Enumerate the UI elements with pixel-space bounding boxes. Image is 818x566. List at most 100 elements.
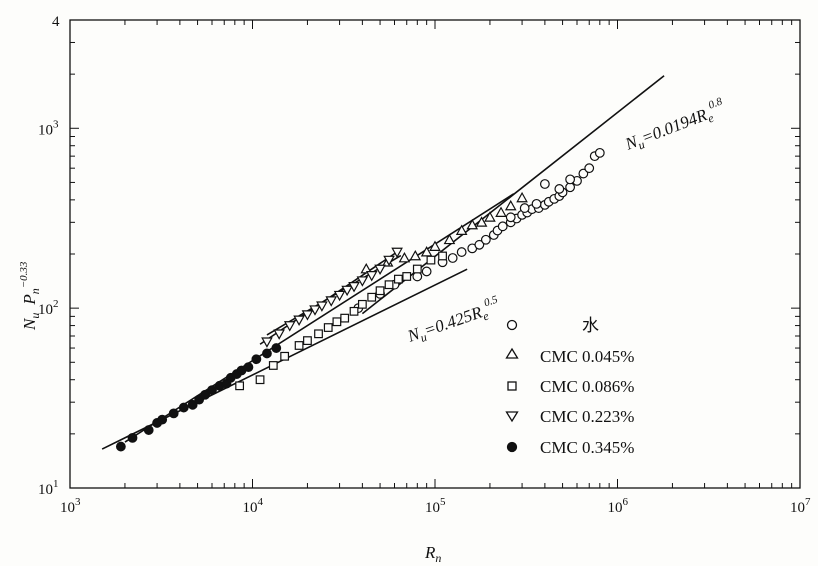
point-series-2 <box>367 292 377 302</box>
point-series-4 <box>157 414 168 425</box>
legend-item-cmc-0345: CMC 0.345% <box>506 438 634 457</box>
point-series-3 <box>273 329 285 340</box>
point-series-3 <box>283 321 296 332</box>
point-series-3 <box>261 337 273 348</box>
x-axis-title: Rn <box>424 543 441 565</box>
legend-item-cmc-0086: CMC 0.086% <box>507 377 634 396</box>
point-series-0 <box>447 253 458 263</box>
point-series-1 <box>495 206 507 217</box>
y-tick-label: 103 <box>38 118 59 138</box>
point-series-3 <box>309 305 321 316</box>
point-series-3 <box>316 301 328 312</box>
point-series-0 <box>554 184 565 194</box>
point-series-2 <box>402 272 412 281</box>
point-series-4 <box>143 425 154 435</box>
legend-marker-circle-open <box>506 319 518 331</box>
point-series-4 <box>115 441 126 452</box>
data-points <box>115 147 605 452</box>
point-series-2 <box>438 251 447 261</box>
x-tick-label: 104 <box>243 496 264 516</box>
point-series-4 <box>251 354 262 365</box>
point-series-1 <box>429 240 441 251</box>
point-series-2 <box>323 323 333 332</box>
point-series-2 <box>314 329 323 339</box>
legend-item-water: 水 <box>506 316 599 335</box>
plot-frame <box>69 19 801 489</box>
x-tick-label: 103 <box>60 496 81 516</box>
point-series-0 <box>519 203 530 213</box>
point-series-2 <box>340 313 350 323</box>
point-series-1 <box>516 191 528 203</box>
legend-label-cmc-0086: CMC 0.086% <box>540 377 634 396</box>
point-series-3 <box>365 271 378 282</box>
point-series-0 <box>531 198 542 209</box>
point-series-4 <box>271 343 282 353</box>
point-series-2 <box>255 375 265 385</box>
annotation-laminar-correlation: Nu=0.425Re0.5 <box>403 293 504 349</box>
point-series-1 <box>443 233 456 245</box>
point-series-4 <box>168 408 179 419</box>
point-series-1 <box>484 211 496 222</box>
point-series-0 <box>578 168 589 179</box>
legend-item-cmc-0223: CMC 0.223% <box>505 407 634 426</box>
legend-label-cmc-0045: CMC 0.045% <box>540 347 634 366</box>
point-series-3 <box>391 247 403 259</box>
y-tick-label: 101 <box>38 478 59 498</box>
point-series-4 <box>187 399 198 410</box>
legend-marker-triangle-down-open <box>505 411 519 423</box>
point-series-3 <box>374 264 386 276</box>
x-tick-label: 106 <box>608 496 629 516</box>
point-series-3 <box>333 290 346 302</box>
legend-label-cmc-0345: CMC 0.345% <box>540 438 634 457</box>
point-series-1 <box>398 251 411 263</box>
legend-item-cmc-0045: CMC 0.045% <box>505 347 634 366</box>
point-series-2 <box>393 274 403 284</box>
x-tick-label: 107 <box>790 496 811 516</box>
point-series-1 <box>360 262 373 274</box>
point-series-4 <box>207 385 217 396</box>
point-series-4 <box>200 389 211 400</box>
point-series-0 <box>539 179 550 189</box>
point-series-0 <box>474 239 485 250</box>
point-series-1 <box>466 218 479 230</box>
point-series-3 <box>341 285 353 297</box>
point-series-3 <box>348 282 360 293</box>
legend-marker-circle-filled <box>506 441 518 453</box>
point-series-0 <box>421 266 432 277</box>
point-series-2 <box>268 361 278 370</box>
x-axis: 103 104 105 106 107 <box>60 20 811 516</box>
point-series-1 <box>455 224 468 235</box>
legend-label-cmc-0223: CMC 0.223% <box>540 407 634 426</box>
y-axis-title: NuPn−0.33 <box>18 261 42 331</box>
point-series-0 <box>480 234 491 245</box>
point-series-2 <box>384 280 394 290</box>
point-series-2 <box>303 336 312 345</box>
point-series-2 <box>235 381 245 391</box>
point-series-0 <box>584 163 595 174</box>
point-series-2 <box>332 317 342 327</box>
point-series-2 <box>357 299 367 309</box>
point-series-3 <box>383 255 395 267</box>
point-series-2 <box>426 255 436 265</box>
point-series-4 <box>178 402 189 413</box>
point-series-0 <box>565 174 576 185</box>
y-tick-label: 102 <box>38 298 59 318</box>
legend-marker-square-open <box>507 381 517 391</box>
point-series-2 <box>294 341 304 350</box>
point-series-3 <box>301 310 314 321</box>
legend-marker-triangle-up-open <box>505 347 519 359</box>
annotation-turbulent-correlation: Nu=0.0194Re0.8 <box>621 95 729 157</box>
point-series-4 <box>127 432 138 443</box>
point-series-0 <box>505 212 516 223</box>
point-series-2 <box>412 264 422 274</box>
point-series-0 <box>594 147 605 158</box>
point-series-4 <box>243 362 254 373</box>
point-series-4 <box>262 348 272 359</box>
point-series-1 <box>475 216 488 227</box>
point-series-2 <box>349 306 359 316</box>
point-series-1 <box>504 199 517 211</box>
point-series-3 <box>293 315 305 326</box>
y-tick-label: 4 <box>52 14 60 30</box>
x-tick-label: 105 <box>425 496 446 516</box>
